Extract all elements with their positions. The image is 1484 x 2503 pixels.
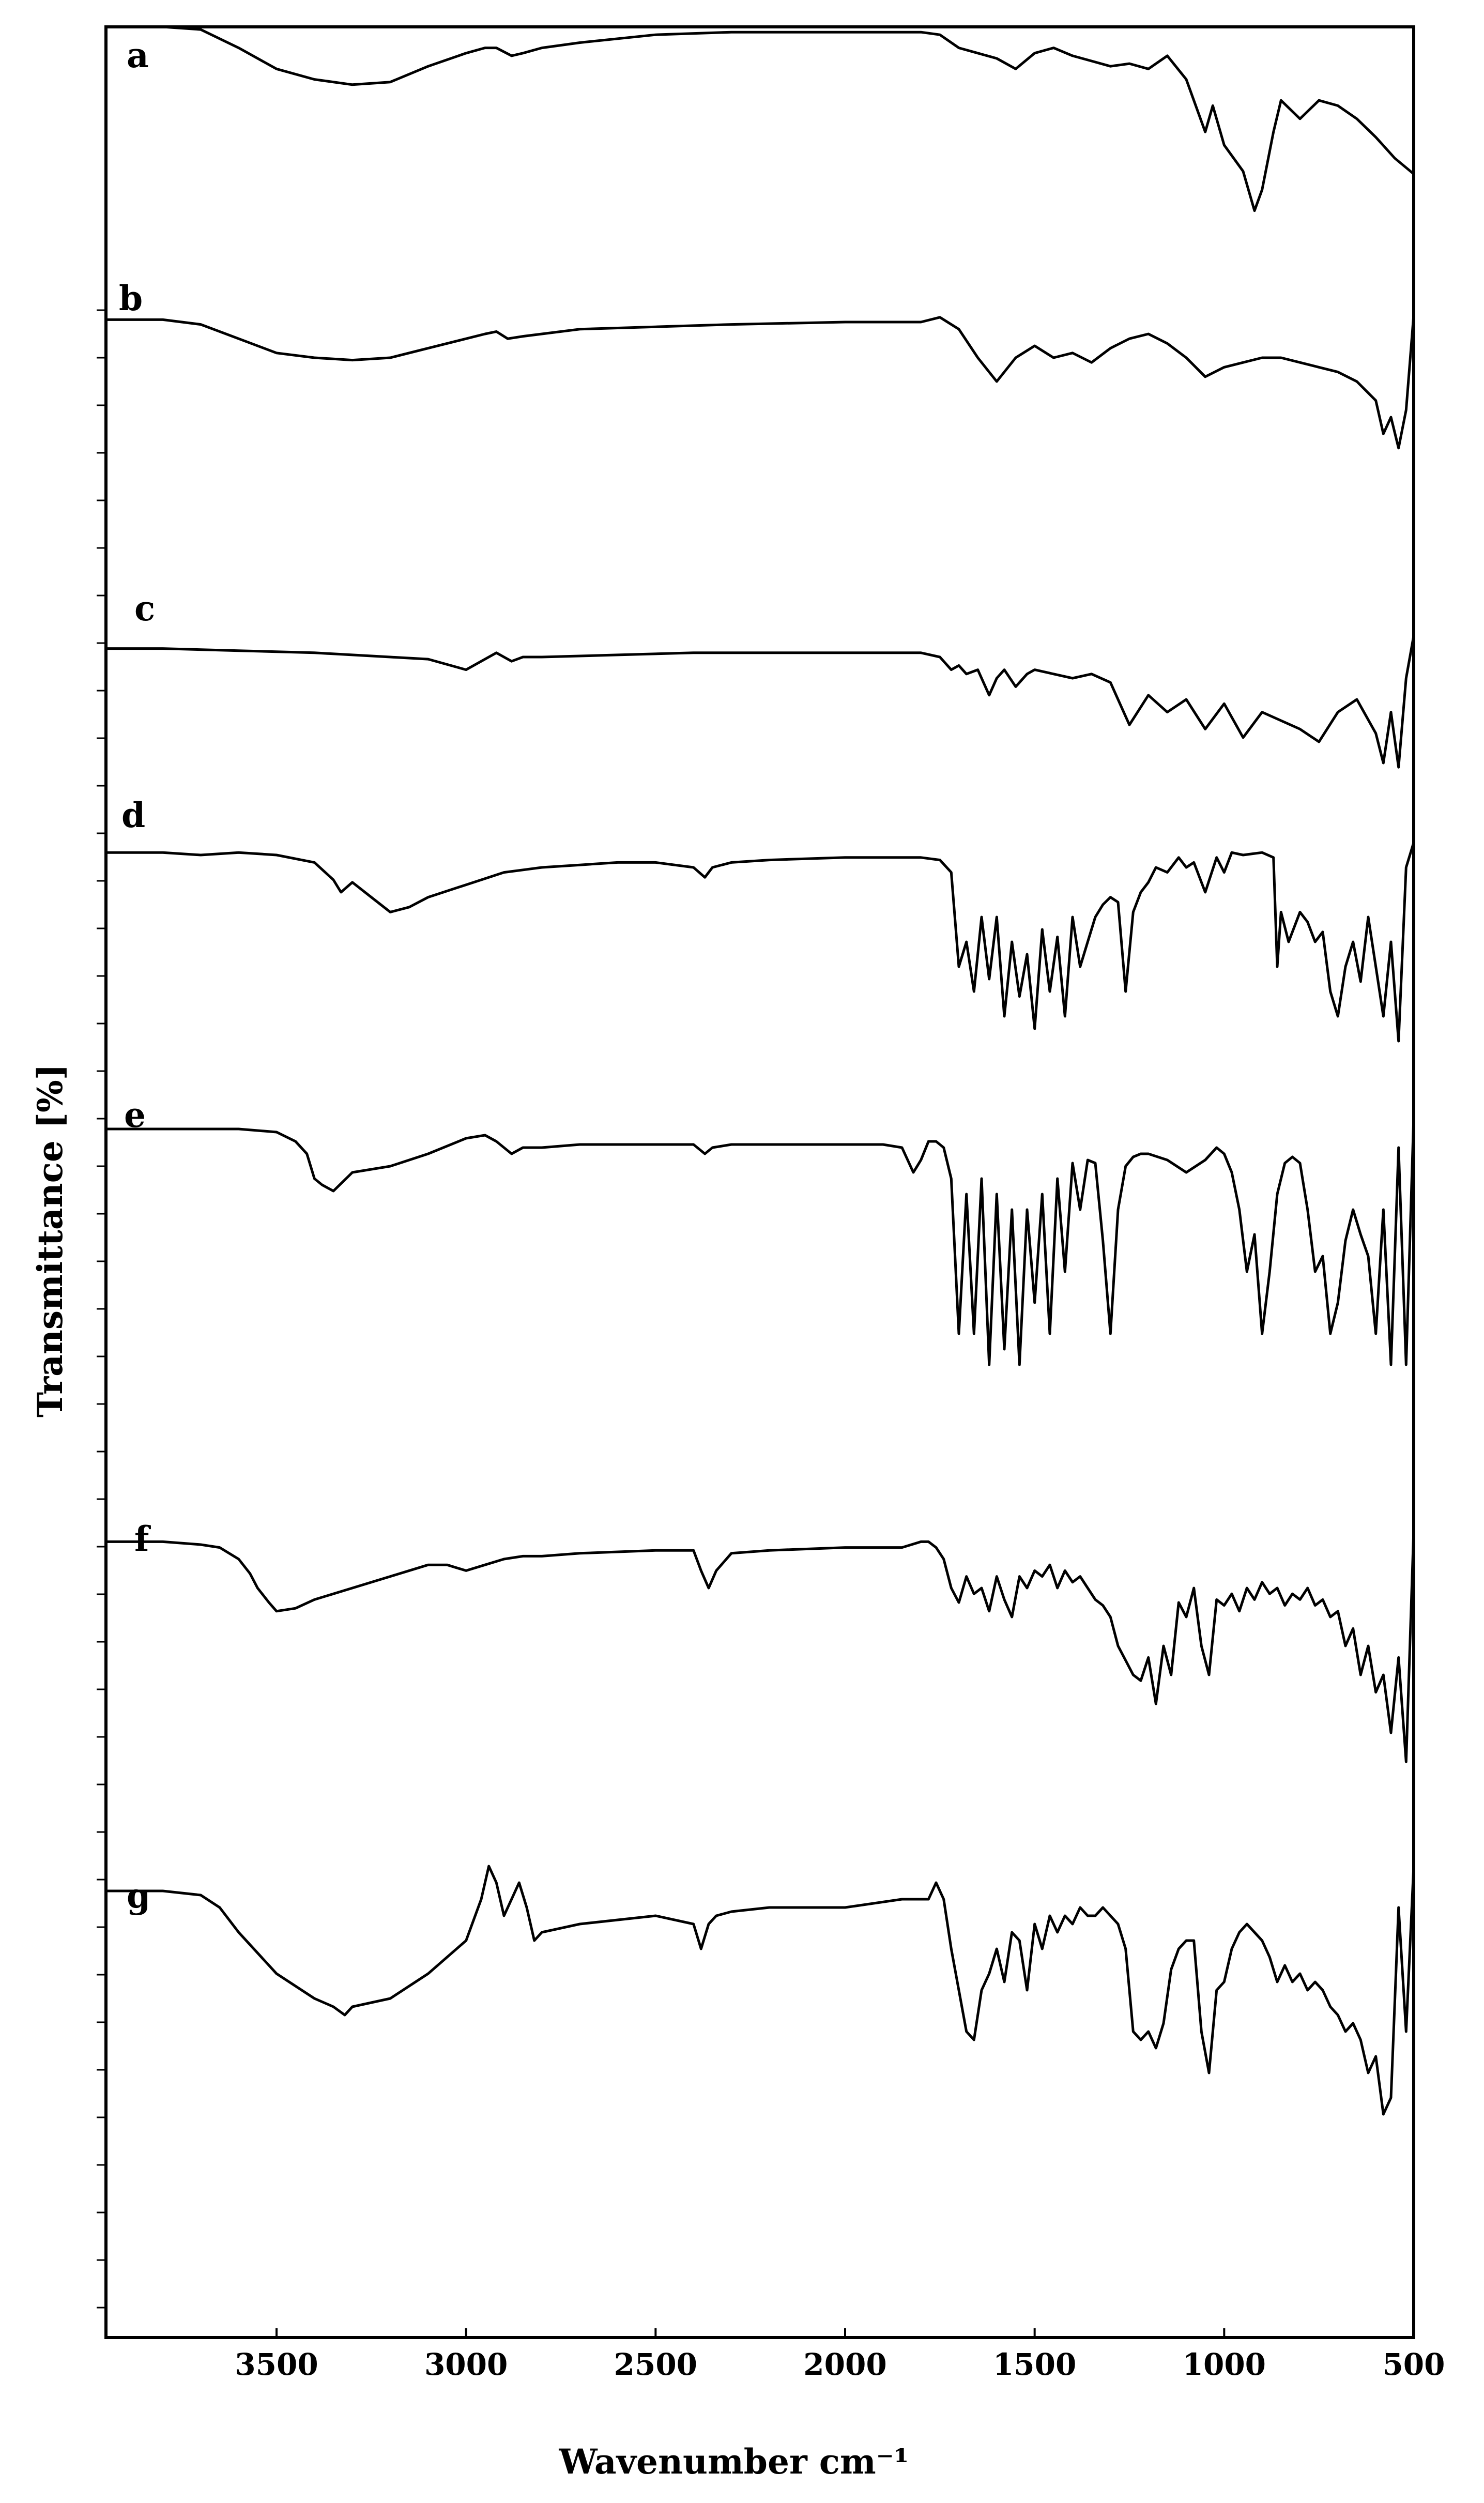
y-tick-marks (97, 309, 106, 2309)
x-ticks: 3500 3000 2500 2000 1500 1000 500 (235, 2328, 1445, 2382)
series-line-b (106, 315, 1415, 450)
x-tick-label-500: 500 (1382, 2347, 1445, 2382)
x-tick-label-1500: 1500 (993, 2347, 1076, 2382)
x-tick-label-1000: 1000 (1183, 2347, 1266, 2382)
series-line-e (106, 1116, 1415, 1366)
series-label-f: f (134, 1519, 151, 1559)
series-label-a: a (127, 35, 149, 75)
series-line-c (106, 635, 1415, 769)
series-label-e: e (124, 1095, 146, 1135)
spectra-series: a b c d e f g (106, 25, 1415, 2116)
series-label-d: d (121, 795, 145, 835)
series-line-a (106, 25, 1415, 212)
series-line-g (106, 1865, 1415, 2116)
x-tick-label-3000: 3000 (424, 2347, 508, 2382)
x-tick-label-2000: 2000 (803, 2347, 886, 2382)
x-axis-label: Wavenumber cm⁻¹ (559, 2441, 909, 2482)
plot-frame (104, 25, 1415, 2339)
x-tick-label-2500: 2500 (614, 2347, 697, 2382)
series-label-g: g (127, 1875, 150, 1916)
series-label-c: c (134, 588, 155, 629)
series-label-b: b (119, 278, 143, 318)
series-line-f (106, 1530, 1415, 1763)
x-tick-label-3500: 3500 (235, 2347, 318, 2382)
series-line-d (106, 842, 1415, 1043)
y-axis-label: Transmittance [%] (30, 1064, 70, 1417)
